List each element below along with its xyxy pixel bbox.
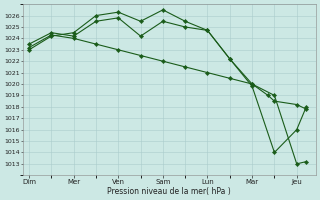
X-axis label: Pression niveau de la mer( hPa ): Pression niveau de la mer( hPa ) (108, 187, 231, 196)
